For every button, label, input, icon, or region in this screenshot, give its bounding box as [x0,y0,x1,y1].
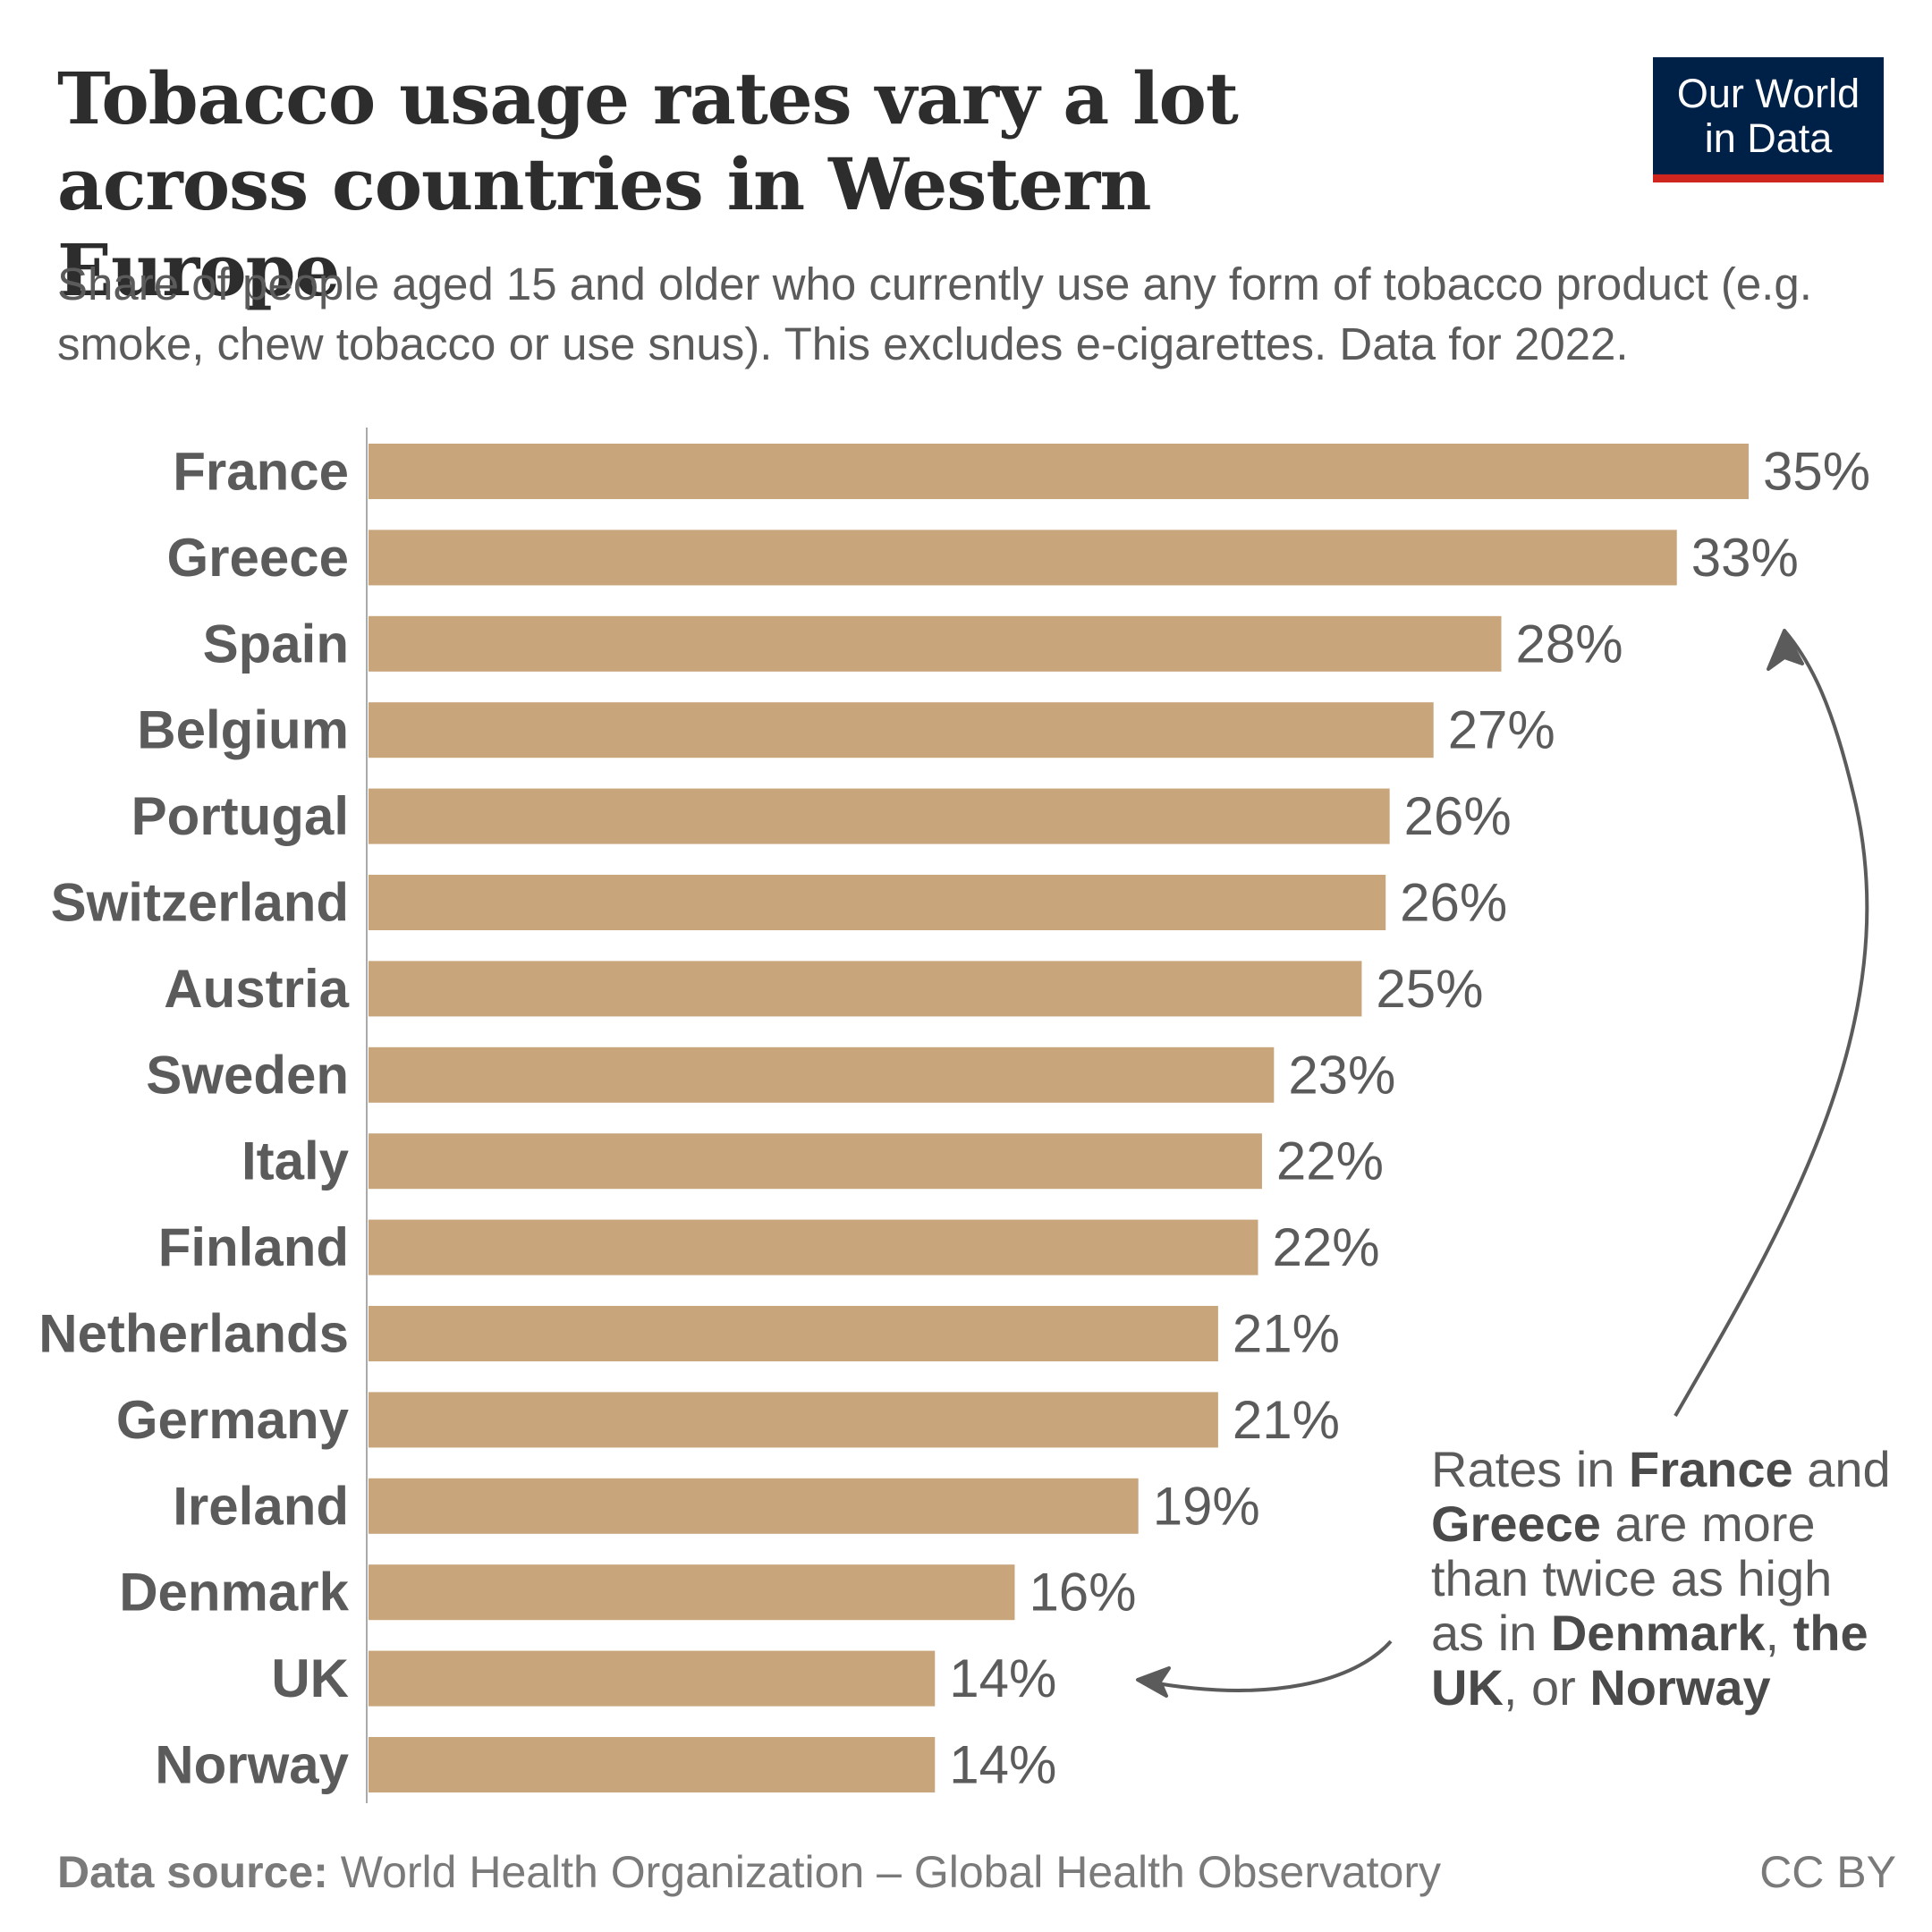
bar-switzerland[interactable] [369,875,1386,930]
value-label: 25% [1376,959,1483,1019]
bars-group: France 35% Greece 33% Spain 28% Belgium 27% Port… [38,442,1870,1795]
value-label: 14% [949,1648,1056,1708]
bar-finland[interactable] [369,1219,1258,1275]
value-label: 28% [1516,614,1623,674]
category-label: Italy [242,1131,350,1191]
category-label: Sweden [146,1045,349,1105]
category-label: Denmark [119,1563,349,1623]
bar-austria[interactable] [369,961,1362,1017]
data-source: Data source: World Health Organization –… [57,1846,1441,1898]
category-label: Ireland [173,1476,349,1536]
value-label: 21% [1233,1390,1340,1450]
category-label: Norway [155,1735,349,1795]
value-label: 14% [949,1735,1056,1795]
bar-sweden[interactable] [369,1046,1275,1103]
chart-title: Tobacco usage rates vary a lot across co… [57,56,1239,312]
value-label: 23% [1288,1045,1395,1105]
category-label: Portugal [131,786,349,846]
data-source-text[interactable]: World Health Organization – Global Healt… [327,1847,1442,1897]
value-label: 35% [1763,442,1870,502]
logo-line-2: in Data [1704,114,1833,161]
bar-portugal[interactable] [369,788,1390,844]
category-label: Germany [116,1390,350,1450]
annotation-arrows [1136,629,1869,1698]
value-label: 22% [1276,1131,1384,1191]
bar-uk[interactable] [369,1650,936,1707]
data-source-label: Data source: [57,1847,328,1897]
bar-greece[interactable] [369,530,1677,586]
category-label: Spain [203,614,349,674]
bar-belgium[interactable] [369,702,1434,758]
value-label: 33% [1691,528,1799,588]
arrow-left-curve [1146,1640,1393,1692]
value-label: 27% [1448,700,1555,760]
bar-france[interactable] [369,444,1749,499]
category-label: Belgium [137,700,349,760]
arrow-up-curve [1674,629,1869,1417]
category-label: Greece [167,528,350,588]
category-label: UK [271,1648,349,1708]
value-label: 16% [1029,1563,1136,1623]
bar-spain[interactable] [369,615,1502,672]
bar-germany[interactable] [369,1392,1218,1448]
bar-ireland[interactable] [369,1478,1139,1534]
bar-italy[interactable] [369,1133,1262,1190]
value-label: 22% [1272,1217,1379,1277]
chart-subtitle: Share of people aged 15 and older who cu… [57,258,1812,369]
owid-logo[interactable]: Our World in Data [1653,57,1884,182]
category-label: Netherlands [38,1304,349,1364]
license-link[interactable]: CC BY [1759,1847,1896,1897]
value-label: 26% [1400,873,1507,933]
annotation-text: Rates in France and Greece are more than… [1431,1441,1891,1716]
category-label: Switzerland [51,873,349,933]
logo-line-1: Our World [1676,70,1860,116]
bar-norway[interactable] [369,1737,936,1792]
category-label: France [173,442,349,502]
arrow-up-head [1767,629,1804,671]
arrow-left-head [1136,1666,1171,1698]
bar-netherlands[interactable] [369,1306,1218,1361]
bar-denmark[interactable] [369,1564,1015,1621]
value-label: 19% [1153,1476,1260,1536]
category-label: Finland [158,1217,349,1277]
category-label: Austria [164,959,349,1019]
value-label: 21% [1233,1304,1340,1364]
value-label: 26% [1404,786,1512,846]
